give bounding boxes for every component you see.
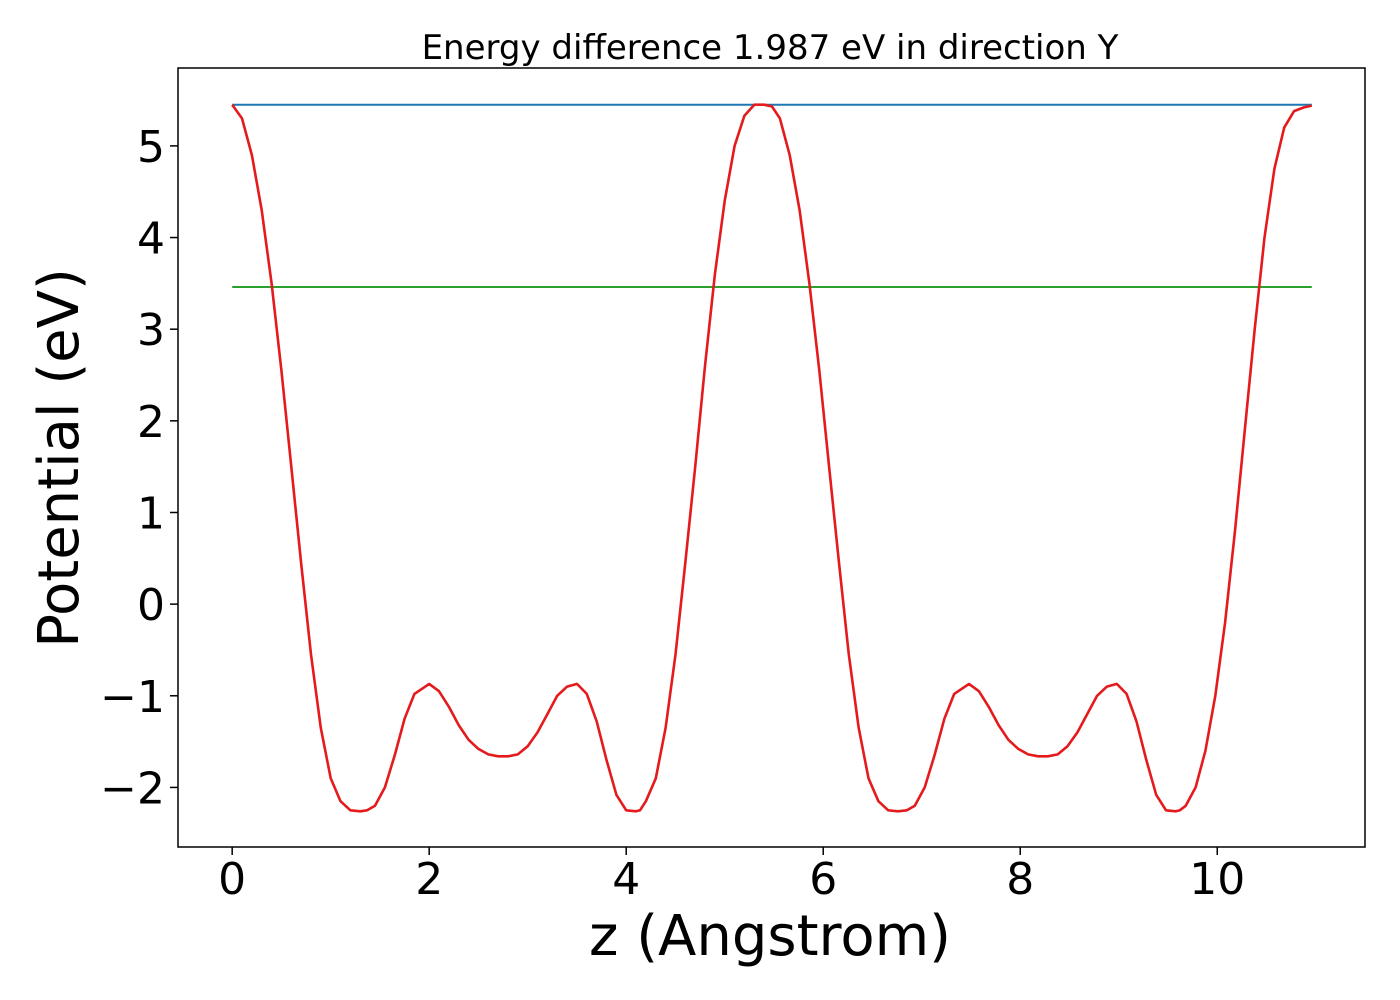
y-tick-label: 2 <box>137 397 165 448</box>
y-tick-label: 0 <box>137 580 165 631</box>
y-axis-label: Potential (eV) <box>27 268 92 648</box>
y-tick-label: 1 <box>137 488 165 539</box>
y-ticks: −2 −1 0 1 2 3 4 5 <box>100 122 178 814</box>
y-tick-label: −1 <box>100 672 165 723</box>
x-tick-label: 8 <box>1006 854 1034 905</box>
x-tick-label: 0 <box>218 854 246 905</box>
x-tick-label: 2 <box>415 854 443 905</box>
series-line-2 <box>231 103 1313 813</box>
y-tick-label: 3 <box>137 305 165 356</box>
plot-lines <box>231 103 1313 813</box>
plot-frame <box>177 67 1366 848</box>
x-axis-label: z (Angstrom) <box>589 904 951 969</box>
y-tick-label: −2 <box>100 763 165 814</box>
x-tick-label: 10 <box>1189 854 1245 905</box>
x-tick-label: 6 <box>809 854 837 905</box>
y-tick-label: 4 <box>137 214 165 265</box>
x-tick-label: 4 <box>612 854 640 905</box>
chart-title: Energy difference 1.987 eV in direction … <box>422 28 1119 68</box>
x-ticks: 0 2 4 6 8 10 <box>218 847 1245 905</box>
y-tick-label: 5 <box>137 122 165 173</box>
